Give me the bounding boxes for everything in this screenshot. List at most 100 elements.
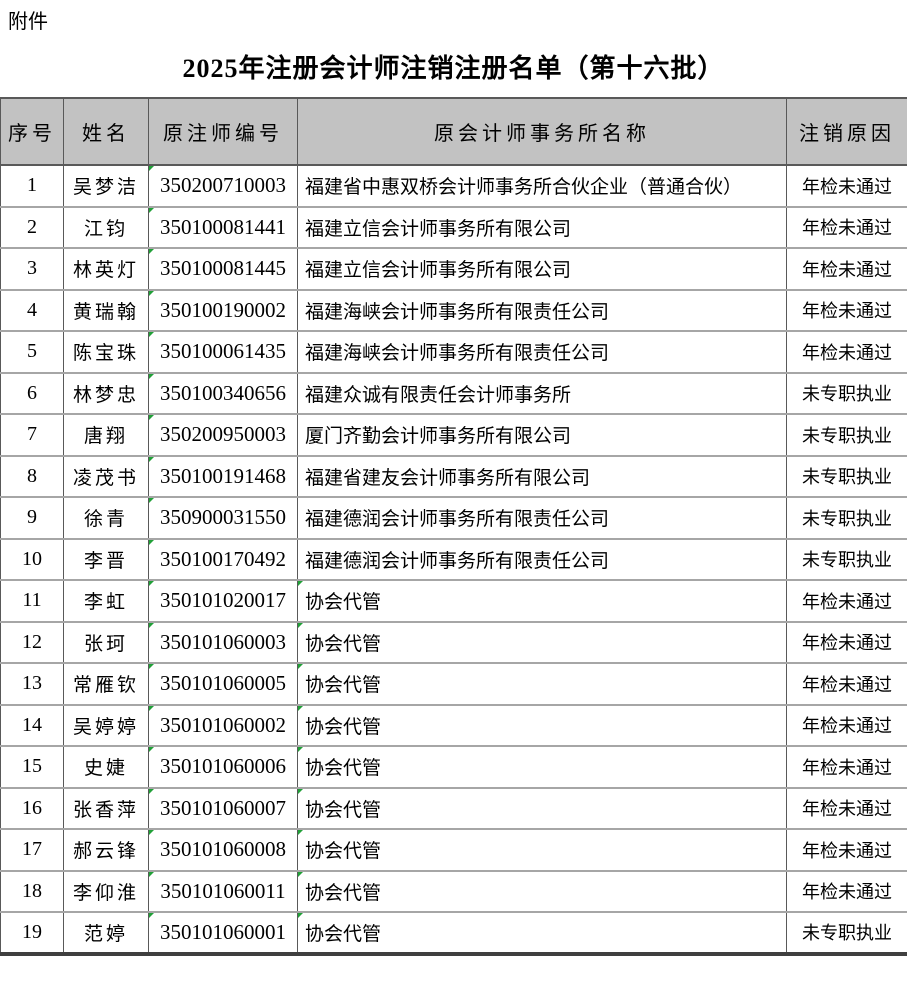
table-row: 11 李虹 350101020017 协会代管 年检未通过 bbox=[0, 580, 907, 623]
text-as-number-indicator-icon bbox=[298, 622, 303, 628]
text-as-number-indicator-icon bbox=[149, 415, 154, 420]
cell-id: 350200950003 bbox=[148, 414, 298, 457]
cell-id: 350100081445 bbox=[148, 248, 298, 291]
cell-reason: 年检未通过 bbox=[786, 663, 907, 706]
cell-name: 李仰淮 bbox=[63, 870, 149, 913]
cell-firm: 福建海峡会计师事务所有限责任公司 bbox=[297, 331, 787, 374]
cell-reason: 年检未通过 bbox=[786, 289, 907, 332]
cell-seq: 3 bbox=[0, 248, 64, 291]
table-header: 序号 姓名 原注师编号 原会计师事务所名称 注销原因 bbox=[0, 98, 907, 166]
text-as-number-indicator-icon bbox=[149, 830, 154, 835]
cell-id: 350101060003 bbox=[148, 621, 298, 664]
cell-name: 范婷 bbox=[63, 912, 149, 955]
cell-firm: 协会代管 bbox=[297, 870, 787, 913]
cell-name: 吴婷婷 bbox=[63, 704, 149, 747]
cell-reason: 未专职执业 bbox=[786, 414, 907, 457]
table-header-row: 序号 姓名 原注师编号 原会计师事务所名称 注销原因 bbox=[0, 98, 907, 166]
cell-name: 张珂 bbox=[63, 621, 149, 664]
text-as-number-indicator-icon bbox=[149, 747, 154, 752]
cell-id: 350101060008 bbox=[148, 829, 298, 872]
text-as-number-indicator-icon bbox=[298, 871, 303, 877]
table-row: 18 李仰淮 350101060011 协会代管 年检未通过 bbox=[0, 870, 907, 913]
table-row: 7 唐翔 350200950003 厦门齐勤会计师事务所有限公司 未专职执业 bbox=[0, 414, 907, 457]
text-as-number-indicator-icon bbox=[149, 622, 154, 628]
cell-firm: 福建省中惠双桥会计师事务所合伙企业（普通合伙） bbox=[297, 165, 787, 208]
cell-id: 350101060011 bbox=[148, 870, 298, 913]
cell-reason: 年检未通过 bbox=[786, 746, 907, 789]
text-as-number-indicator-icon bbox=[149, 290, 154, 296]
cell-firm: 福建德润会计师事务所有限责任公司 bbox=[297, 497, 787, 540]
cell-firm: 厦门齐勤会计师事务所有限公司 bbox=[297, 414, 787, 457]
cell-id: 350900031550 bbox=[148, 497, 298, 540]
text-as-number-indicator-icon bbox=[149, 249, 154, 254]
cell-name: 吴梦洁 bbox=[63, 165, 149, 208]
text-as-number-indicator-icon bbox=[298, 705, 303, 711]
cell-id: 350100190002 bbox=[148, 289, 298, 332]
cell-id: 350101060007 bbox=[148, 787, 298, 830]
table-row: 6 林梦忠 350100340656 福建众诚有限责任会计师事务所 未专职执业 bbox=[0, 372, 907, 415]
cell-seq: 17 bbox=[0, 829, 64, 872]
cell-reason: 未专职执业 bbox=[786, 455, 907, 498]
cell-firm: 协会代管 bbox=[297, 580, 787, 623]
cell-seq: 14 bbox=[0, 704, 64, 747]
cell-seq: 18 bbox=[0, 870, 64, 913]
cell-id: 350101060002 bbox=[148, 704, 298, 747]
cell-seq: 16 bbox=[0, 787, 64, 830]
text-as-number-indicator-icon bbox=[298, 664, 303, 669]
column-header-seq: 序号 bbox=[0, 98, 64, 166]
column-header-reason: 注销原因 bbox=[786, 98, 907, 166]
cell-seq: 7 bbox=[0, 414, 64, 457]
cell-reason: 未专职执业 bbox=[786, 497, 907, 540]
cell-firm: 协会代管 bbox=[297, 746, 787, 789]
table-row: 1 吴梦洁 350200710003 福建省中惠双桥会计师事务所合伙企业（普通合伙）年… bbox=[0, 165, 907, 208]
cell-id: 350100340656 bbox=[148, 372, 298, 415]
table-row: 16 张香萍 350101060007 协会代管 年检未通过 bbox=[0, 787, 907, 830]
table-row: 14 吴婷婷 350101060002 协会代管 年检未通过 bbox=[0, 704, 907, 747]
cell-id: 350100170492 bbox=[148, 538, 298, 581]
cell-name: 陈宝珠 bbox=[63, 331, 149, 374]
cell-reason: 年检未通过 bbox=[786, 580, 907, 623]
cell-name: 李虹 bbox=[63, 580, 149, 623]
cell-name: 林英灯 bbox=[63, 248, 149, 291]
cell-name: 唐翔 bbox=[63, 414, 149, 457]
cell-reason: 年检未通过 bbox=[786, 248, 907, 291]
table-row: 12 张珂 350101060003 协会代管 年检未通过 bbox=[0, 621, 907, 664]
column-header-firm: 原会计师事务所名称 bbox=[297, 98, 787, 166]
column-header-name: 姓名 bbox=[63, 98, 149, 166]
text-as-number-indicator-icon bbox=[149, 871, 154, 877]
text-as-number-indicator-icon bbox=[149, 456, 154, 462]
text-as-number-indicator-icon bbox=[149, 207, 154, 213]
cell-id: 350200710003 bbox=[148, 165, 298, 208]
table-row: 10 李晋 350100170492 福建德润会计师事务所有限责任公司 未专职执业 bbox=[0, 538, 907, 581]
text-as-number-indicator-icon bbox=[298, 747, 303, 752]
text-as-number-indicator-icon bbox=[149, 332, 154, 337]
cell-firm: 协会代管 bbox=[297, 663, 787, 706]
cell-firm: 协会代管 bbox=[297, 787, 787, 830]
cell-name: 张香萍 bbox=[63, 787, 149, 830]
text-as-number-indicator-icon bbox=[149, 664, 154, 669]
text-as-number-indicator-icon bbox=[298, 913, 303, 918]
table-row: 8 凌茂书 350100191468 福建省建友会计师事务所有限公司 未专职执业 bbox=[0, 455, 907, 498]
text-as-number-indicator-icon bbox=[149, 373, 154, 379]
cell-firm: 福建立信会计师事务所有限公司 bbox=[297, 206, 787, 249]
text-as-number-indicator-icon bbox=[149, 498, 154, 503]
cell-id: 350100191468 bbox=[148, 455, 298, 498]
cell-seq: 4 bbox=[0, 289, 64, 332]
cell-id: 350101060006 bbox=[148, 746, 298, 789]
cell-id: 350101060005 bbox=[148, 663, 298, 706]
cell-reason: 未专职执业 bbox=[786, 538, 907, 581]
cell-reason: 未专职执业 bbox=[786, 912, 907, 955]
cell-firm: 福建立信会计师事务所有限公司 bbox=[297, 248, 787, 291]
cell-seq: 6 bbox=[0, 372, 64, 415]
cell-name: 史婕 bbox=[63, 746, 149, 789]
cell-name: 林梦忠 bbox=[63, 372, 149, 415]
cell-reason: 年检未通过 bbox=[786, 621, 907, 664]
cell-reason: 年检未通过 bbox=[786, 829, 907, 872]
text-as-number-indicator-icon bbox=[149, 581, 154, 586]
table-row: 15 史婕 350101060006 协会代管 年检未通过 bbox=[0, 746, 907, 789]
cell-seq: 12 bbox=[0, 621, 64, 664]
text-as-number-indicator-icon bbox=[149, 788, 154, 794]
attachment-label: 附件 bbox=[8, 11, 48, 33]
table-row: 17 郝云锋 350101060008 协会代管 年检未通过 bbox=[0, 829, 907, 872]
table-row: 13 常雁钦 350101060005 协会代管 年检未通过 bbox=[0, 663, 907, 706]
